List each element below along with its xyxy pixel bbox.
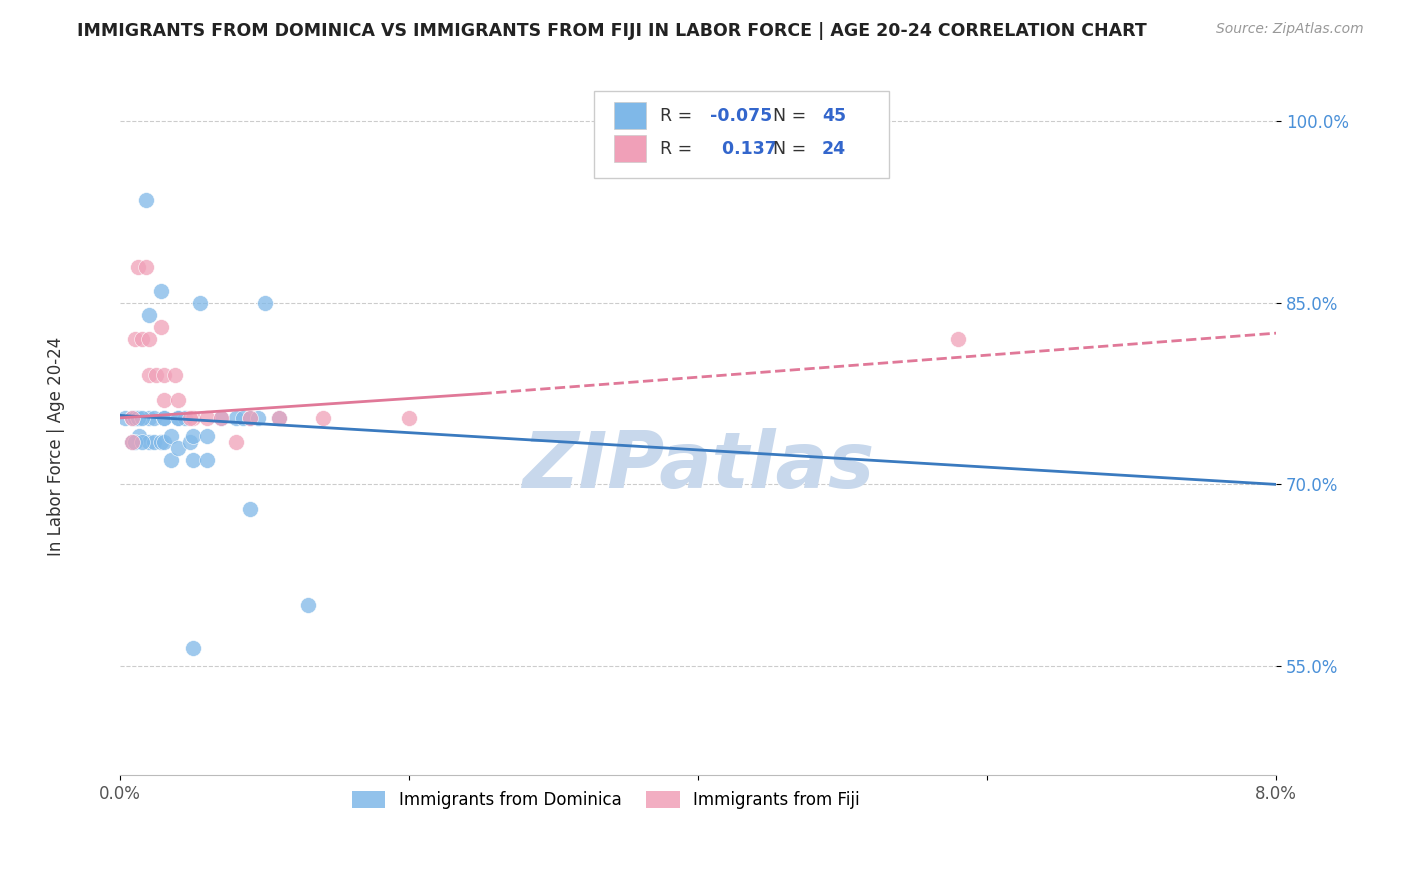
Point <box>121 410 143 425</box>
Point <box>149 284 172 298</box>
Point <box>152 368 174 383</box>
Point <box>195 429 218 443</box>
Point <box>165 368 187 383</box>
Point <box>181 429 204 443</box>
Point <box>181 453 204 467</box>
Point <box>239 410 262 425</box>
Point <box>658 145 681 159</box>
Point <box>311 410 333 425</box>
Point <box>181 410 204 425</box>
Point <box>195 453 218 467</box>
Point <box>253 296 276 310</box>
Text: In Labor Force | Age 20-24: In Labor Force | Age 20-24 <box>48 336 65 556</box>
Point <box>209 410 232 425</box>
Point <box>138 410 160 425</box>
Point <box>167 410 190 425</box>
Text: -0.075: -0.075 <box>710 107 772 125</box>
Point <box>167 392 190 407</box>
Point <box>225 410 247 425</box>
Point <box>131 435 153 450</box>
Text: ZIPatlas: ZIPatlas <box>522 428 875 504</box>
Point <box>121 410 143 425</box>
Point <box>160 429 183 443</box>
Text: R =: R = <box>659 107 697 125</box>
Point <box>124 435 146 450</box>
Point <box>135 260 157 274</box>
Text: R =: R = <box>659 140 697 158</box>
Point <box>131 332 153 346</box>
FancyBboxPatch shape <box>614 103 647 129</box>
Point <box>142 410 165 425</box>
Point <box>179 410 201 425</box>
Point <box>225 435 247 450</box>
Point <box>167 410 190 425</box>
Point <box>135 193 157 207</box>
Point <box>138 332 160 346</box>
Point <box>138 435 160 450</box>
Point <box>658 145 681 159</box>
Point <box>124 410 146 425</box>
FancyBboxPatch shape <box>614 136 647 162</box>
Point <box>152 410 174 425</box>
Point <box>269 410 291 425</box>
Point <box>149 435 172 450</box>
Point <box>145 368 167 383</box>
Point <box>269 410 291 425</box>
Point <box>114 410 136 425</box>
Text: N =: N = <box>773 107 813 125</box>
Point <box>179 435 201 450</box>
Point <box>128 410 150 425</box>
Point <box>188 296 211 310</box>
Point <box>121 435 143 450</box>
Point <box>209 410 232 425</box>
Point <box>174 410 197 425</box>
Point <box>152 435 174 450</box>
Point <box>152 410 174 425</box>
Text: IMMIGRANTS FROM DOMINICA VS IMMIGRANTS FROM FIJI IN LABOR FORCE | AGE 20-24 CORR: IMMIGRANTS FROM DOMINICA VS IMMIGRANTS F… <box>77 22 1147 40</box>
Text: Source: ZipAtlas.com: Source: ZipAtlas.com <box>1216 22 1364 37</box>
Text: 24: 24 <box>823 140 846 158</box>
Point <box>124 332 146 346</box>
Point <box>149 320 172 334</box>
Point <box>142 435 165 450</box>
Point <box>195 410 218 425</box>
Point <box>239 410 262 425</box>
Point <box>160 453 183 467</box>
Point <box>232 410 254 425</box>
Point <box>246 410 269 425</box>
Point <box>127 410 149 425</box>
Point <box>128 429 150 443</box>
Point <box>152 392 174 407</box>
Point <box>297 599 319 613</box>
Legend: Immigrants from Dominica, Immigrants from Fiji: Immigrants from Dominica, Immigrants fro… <box>346 784 866 815</box>
Point <box>131 410 153 425</box>
Point <box>167 441 190 455</box>
Text: N =: N = <box>773 140 813 158</box>
Point <box>127 260 149 274</box>
Point <box>398 410 420 425</box>
Text: 0.137: 0.137 <box>710 140 776 158</box>
Point <box>121 435 143 450</box>
Text: 45: 45 <box>823 107 846 125</box>
Point <box>181 640 204 655</box>
Point <box>948 332 970 346</box>
Point <box>138 308 160 322</box>
Point <box>138 368 160 383</box>
FancyBboxPatch shape <box>595 90 889 178</box>
Point <box>239 501 262 516</box>
